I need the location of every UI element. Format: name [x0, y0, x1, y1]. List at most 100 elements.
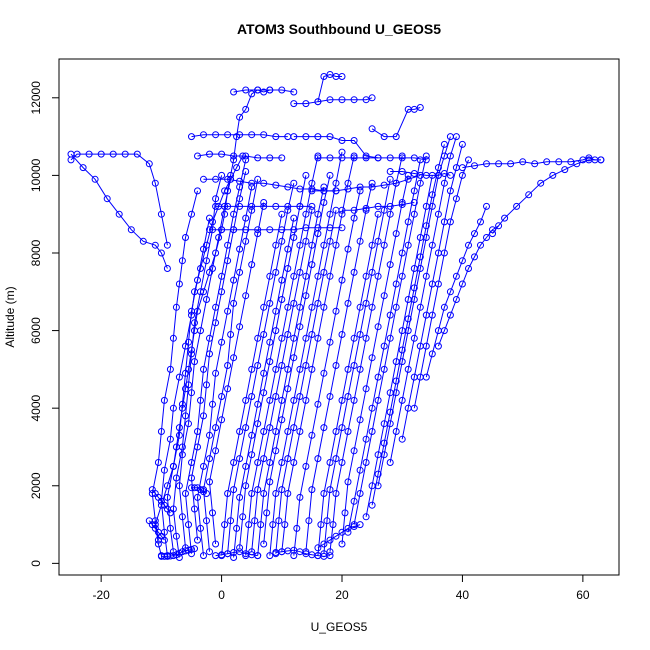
data-point — [513, 202, 521, 210]
data-point — [254, 459, 262, 466]
data-point — [166, 509, 174, 517]
data-point — [356, 303, 364, 311]
data-point — [386, 311, 394, 319]
data-point — [254, 175, 262, 183]
data-point — [139, 237, 147, 245]
data-point — [458, 164, 466, 172]
data-point — [434, 342, 442, 350]
series-32 — [368, 140, 448, 509]
data-point — [314, 299, 322, 307]
series-29 — [344, 156, 424, 536]
data-point — [178, 400, 186, 408]
data-point — [284, 455, 292, 463]
series-line — [178, 179, 232, 548]
data-point — [350, 396, 358, 404]
data-point — [260, 131, 268, 139]
series-line — [263, 175, 331, 545]
data-point — [284, 365, 292, 373]
series-line — [191, 134, 288, 138]
data-point — [166, 435, 174, 443]
data-point — [278, 486, 286, 494]
data-point — [182, 490, 189, 497]
data-point — [230, 88, 238, 96]
data-point — [416, 179, 424, 187]
data-point — [166, 365, 174, 373]
data-point — [188, 389, 195, 397]
series-line — [148, 520, 165, 541]
data-point — [428, 350, 436, 358]
data-point — [398, 396, 406, 404]
data-point — [543, 158, 551, 166]
data-point — [350, 497, 358, 505]
data-point — [314, 272, 322, 280]
series-line — [203, 178, 336, 192]
data-point — [362, 96, 370, 104]
data-point — [410, 154, 418, 162]
data-point — [242, 237, 250, 245]
series-36 — [410, 156, 472, 412]
data-point — [422, 272, 430, 280]
data-point — [428, 241, 436, 249]
data-point — [194, 152, 201, 160]
data-point — [236, 428, 244, 435]
data-point — [555, 158, 563, 166]
data-point — [236, 202, 244, 210]
data-point — [290, 226, 298, 234]
data-point — [374, 482, 382, 490]
series-line — [196, 186, 253, 556]
data-point — [410, 199, 418, 206]
data-point — [293, 524, 301, 532]
data-point — [296, 202, 304, 210]
data-point — [242, 152, 250, 160]
series-line — [166, 218, 210, 552]
data-point — [356, 521, 364, 529]
data-point — [242, 396, 250, 404]
data-point — [386, 334, 394, 342]
data-point — [266, 86, 274, 94]
data-point — [386, 408, 394, 416]
data-point — [380, 365, 388, 373]
data-point — [296, 493, 304, 501]
data-point — [272, 268, 280, 276]
data-point — [230, 554, 238, 561]
data-point — [178, 451, 186, 459]
data-point — [404, 315, 412, 323]
data-point — [519, 158, 527, 166]
data-point — [224, 257, 232, 265]
data-point — [567, 158, 575, 166]
data-point — [341, 509, 349, 517]
data-point — [212, 249, 220, 257]
data-point — [326, 171, 334, 179]
data-point — [585, 154, 593, 162]
data-point — [302, 396, 310, 404]
series-line — [347, 159, 421, 533]
data-point — [350, 214, 358, 222]
data-point — [230, 354, 238, 362]
data-point — [284, 303, 292, 311]
y-axis: 0 2000 4000 6000 8000 10000 12000 — [29, 81, 60, 567]
series-line — [311, 174, 421, 192]
data-point — [172, 303, 180, 311]
data-point — [465, 241, 472, 249]
data-point — [416, 265, 424, 272]
data-point — [284, 245, 292, 253]
data-point — [242, 226, 250, 234]
data-point — [398, 201, 406, 208]
data-point — [188, 133, 195, 141]
series-16 — [242, 152, 322, 560]
series-line — [233, 218, 295, 558]
data-point — [254, 334, 262, 342]
data-point — [404, 175, 412, 183]
data-point — [254, 86, 262, 94]
data-point — [350, 523, 358, 530]
y-tick-label: 12000 — [29, 81, 43, 115]
data-point — [380, 292, 388, 300]
data-point — [428, 311, 436, 319]
series-line — [317, 157, 427, 161]
data-point — [296, 241, 304, 249]
data-point — [248, 131, 256, 139]
data-point — [290, 234, 298, 241]
data-point — [91, 175, 99, 183]
data-point — [272, 307, 280, 315]
data-point — [254, 486, 262, 494]
